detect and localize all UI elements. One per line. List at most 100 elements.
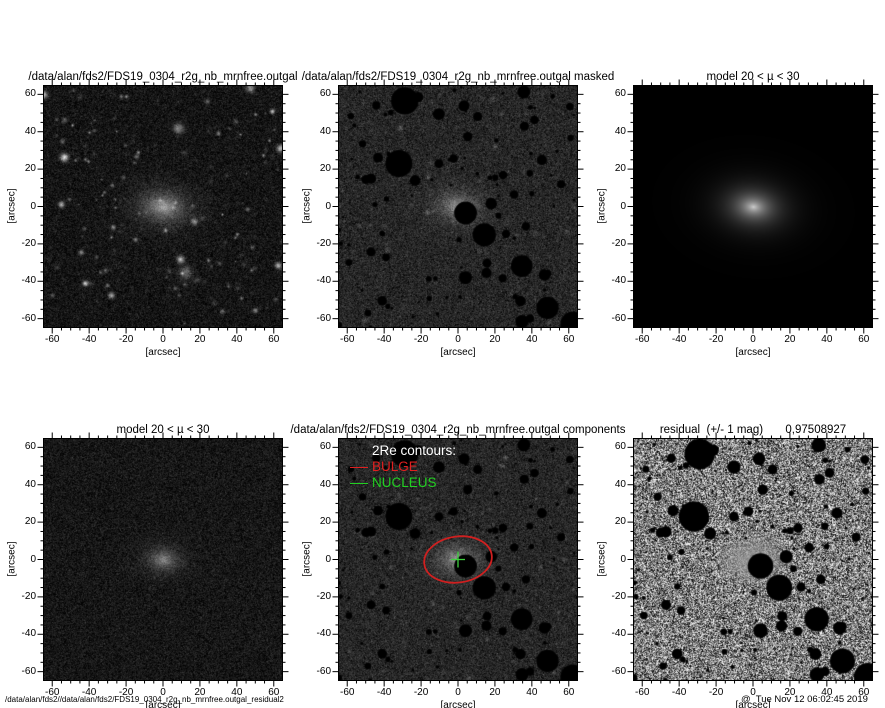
legend-item-label: NUCLEUS <box>372 475 437 490</box>
x-tick-label: -60 <box>340 687 355 698</box>
y-tick-label: 0 <box>620 200 626 212</box>
y-tick-label: 60 <box>24 441 36 453</box>
y-tick-label: 20 <box>24 516 36 528</box>
x-tick-label: 60 <box>268 687 280 698</box>
x-tick-label: 40 <box>821 334 833 345</box>
y-tick-label: -60 <box>21 665 36 677</box>
x-tick-label: 60 <box>563 687 575 698</box>
y-tick-label: 20 <box>319 163 331 175</box>
panel-title: /data/alan/fds2/FDS19_0304_r2g_nb_mrnfre… <box>290 424 626 436</box>
panel-image-canvas <box>338 85 578 328</box>
x-tick-label: 0 <box>160 334 166 345</box>
x-axis-label: [arcsec] <box>440 347 476 358</box>
y-tick-label: -20 <box>21 590 36 602</box>
panel-title: residual (+/- 1 mag) 0,97508927 <box>659 424 847 436</box>
panel-title: /data/alan/fds2/FDS19_0304_r2g_nb_mrnfre… <box>28 71 298 83</box>
x-tick-label: -60 <box>635 334 650 345</box>
y-tick-label: 60 <box>614 88 626 100</box>
x-tick-label: 20 <box>489 687 501 698</box>
x-tick-label: 20 <box>489 334 501 345</box>
x-tick-label: -20 <box>708 687 724 698</box>
x-tick-label: -40 <box>671 334 687 345</box>
footer-timestamp: @ Tue Nov 12 06:02:45 2019 <box>741 694 868 705</box>
y-tick-label: 20 <box>614 163 626 175</box>
x-tick-label: -20 <box>708 334 724 345</box>
x-tick-label: 40 <box>526 334 538 345</box>
x-tick-label: 20 <box>784 687 796 698</box>
y-tick-label: 0 <box>620 553 626 565</box>
x-tick-label: 0 <box>160 687 166 698</box>
plot-panel-residual: residual (+/- 1 mag) 0,97508927 [arcsec]… <box>597 424 879 708</box>
y-tick-label: 40 <box>614 478 626 490</box>
y-tick-label: 60 <box>24 88 36 100</box>
x-tick-label: 60 <box>858 334 870 345</box>
x-tick-label: -20 <box>118 687 134 698</box>
y-tick-label: 60 <box>319 441 331 453</box>
y-tick-label: -60 <box>611 312 626 324</box>
y-tick-label: 0 <box>30 553 36 565</box>
panel-title: model 20 < µ < 30 <box>116 424 210 436</box>
legend-title: 2Re contours: <box>372 443 457 458</box>
x-tick-label: -60 <box>635 687 650 698</box>
y-tick-label: -40 <box>21 275 36 287</box>
x-axis-label: [arcsec] <box>735 347 771 358</box>
y-tick-label: -40 <box>611 628 626 640</box>
x-tick-label: 40 <box>526 687 538 698</box>
x-tick-label: 0 <box>455 687 461 698</box>
legend-item: NUCLEUS <box>350 475 456 491</box>
y-tick-label: -20 <box>611 237 626 249</box>
panel-image-canvas <box>633 85 873 328</box>
y-tick-label: 60 <box>319 88 331 100</box>
plot-panel-image: /data/alan/fds2/FDS19_0304_r2g_nb_mrnfre… <box>7 71 298 358</box>
panel-image-canvas <box>43 85 283 328</box>
x-tick-label: 60 <box>563 334 575 345</box>
y-tick-label: -40 <box>611 275 626 287</box>
plot-panel-masked: /data/alan/fds2/FDS19_0304_r2g_nb_mrnfre… <box>302 71 615 358</box>
x-tick-label: -20 <box>413 687 429 698</box>
plot-panel-model-noise: model 20 < µ < 30 [arcsec] [arcsec] -60-… <box>7 424 289 708</box>
panel-title: /data/alan/fds2/FDS19_0304_r2g_nb_mrnfre… <box>301 71 615 83</box>
x-tick-label: 0 <box>455 334 461 345</box>
x-tick-label: 40 <box>231 687 243 698</box>
y-tick-label: -20 <box>611 590 626 602</box>
y-tick-label: 40 <box>319 478 331 490</box>
x-tick-label: 60 <box>858 687 870 698</box>
panel-image-canvas <box>633 438 873 681</box>
y-tick-label: 20 <box>24 163 36 175</box>
y-tick-label: 40 <box>24 478 36 490</box>
x-axis-label: [arcsec] <box>145 700 181 708</box>
x-tick-label: -40 <box>376 334 392 345</box>
y-tick-label: 40 <box>24 125 36 137</box>
x-tick-label: 0 <box>750 687 756 698</box>
y-tick-label: 40 <box>319 125 331 137</box>
y-tick-label: -20 <box>21 237 36 249</box>
x-tick-label: -60 <box>340 334 355 345</box>
y-tick-label: -20 <box>316 590 331 602</box>
y-tick-label: -40 <box>21 628 36 640</box>
y-tick-label: 20 <box>614 516 626 528</box>
footer-output-path: /data/alan/fds2//data/alan/fds2/FDS19_03… <box>5 695 284 704</box>
y-tick-label: 40 <box>614 125 626 137</box>
plot-panel-components: /data/alan/fds2/FDS19_0304_r2g_nb_mrnfre… <box>290 424 625 708</box>
y-tick-label: -40 <box>316 628 331 640</box>
x-axis-label: [arcsec] <box>735 700 771 708</box>
y-tick-label: 60 <box>614 441 626 453</box>
y-tick-label: -40 <box>316 275 331 287</box>
x-tick-label: 20 <box>194 687 206 698</box>
x-tick-label: -60 <box>45 687 60 698</box>
panel-image-canvas <box>43 438 283 681</box>
x-tick-label: -60 <box>45 334 60 345</box>
x-tick-label: 60 <box>268 334 280 345</box>
legend-item-label: BULGE <box>372 459 418 474</box>
x-tick-label: -40 <box>81 687 97 698</box>
x-tick-label: 0 <box>750 334 756 345</box>
y-tick-label: 0 <box>325 200 331 212</box>
contour-legend: 2Re contours: BULGE NUCLEUS <box>350 443 456 491</box>
legend-line-icon <box>350 482 368 484</box>
x-axis-label: [arcsec] <box>440 700 476 708</box>
y-tick-label: -60 <box>316 665 331 677</box>
y-tick-label: -60 <box>316 312 331 324</box>
x-tick-label: -20 <box>413 334 429 345</box>
legend-item: BULGE <box>350 459 456 475</box>
